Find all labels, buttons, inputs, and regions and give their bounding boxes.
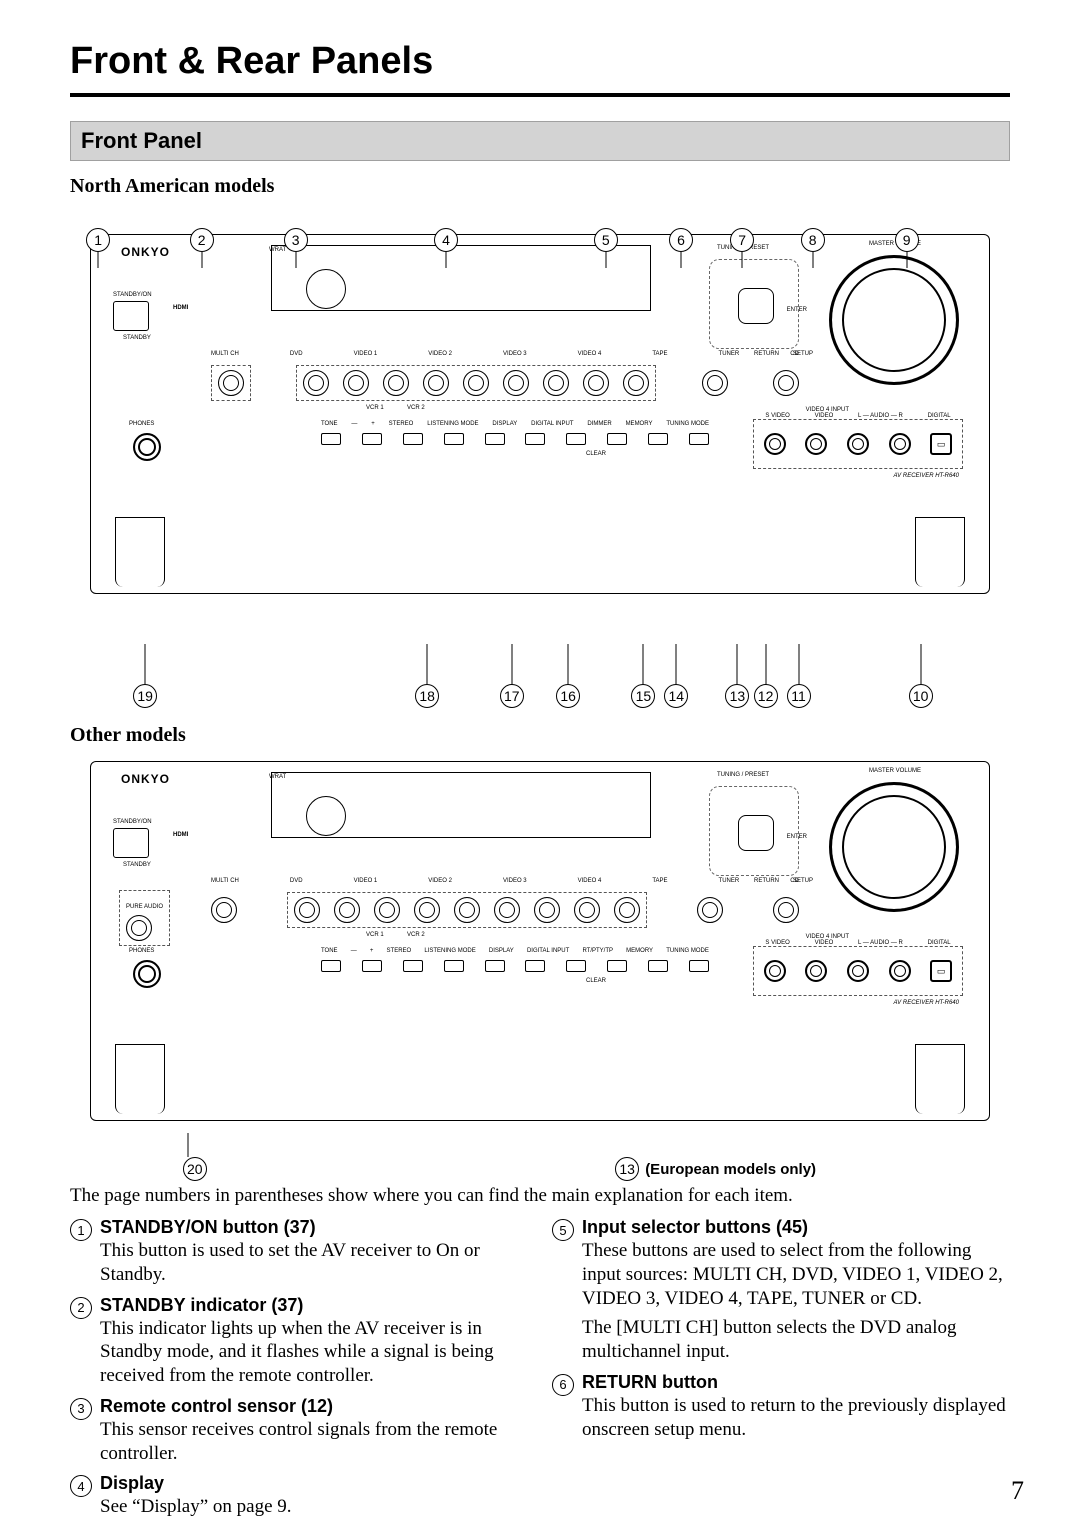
item-2: 2 STANDBY indicator (37)This indicator li… — [70, 1295, 528, 1388]
item-num: 6 — [552, 1374, 574, 1396]
standby-button-shape — [113, 301, 149, 331]
section-header: Front Panel — [70, 121, 1010, 161]
callout-6: 6 — [669, 228, 693, 252]
clear-label: CLEAR — [586, 451, 606, 457]
callout-1: 1 — [86, 228, 110, 252]
diagram-other: ONKYO WRAT MASTER VOLUME TUNING / PRESET… — [70, 761, 1010, 1181]
standby-label: STANDBY — [123, 335, 173, 341]
callout-20: 20 — [183, 1157, 207, 1181]
item-title: Display — [100, 1473, 528, 1494]
european-note: 13 (European models only) — [615, 1157, 816, 1181]
item-columns: 1STANDBY/ON button (37)This button is us… — [70, 1217, 1010, 1527]
vcr1-label: VCR 1 — [366, 405, 384, 411]
vcr2-label: VCR 2 — [407, 405, 425, 411]
hdmi-label: HDMI — [173, 305, 188, 311]
subheading-other: Other models — [70, 724, 1010, 747]
callout-13: 13 — [725, 684, 749, 708]
callout-14: 14 — [664, 684, 688, 708]
item-1: 1 STANDBY/ON button (37)This button is us… — [70, 1217, 528, 1287]
title-rule — [70, 93, 1010, 97]
small-buttons — [321, 433, 709, 457]
logo-text-2: ONKYO — [121, 772, 170, 786]
item-column-right: 5 Input selector buttons (45)These button… — [552, 1217, 1010, 1527]
item-num: 5 — [552, 1219, 574, 1241]
item-column-left: 1 STANDBY/ON button (37)This button is us… — [70, 1217, 528, 1527]
logo-text: ONKYO — [121, 245, 170, 259]
phones-jack — [133, 433, 161, 461]
callout-19: 19 — [133, 684, 157, 708]
callout-16: 16 — [556, 684, 580, 708]
item-title: Remote control sensor (12) — [100, 1396, 528, 1417]
callout-3: 3 — [284, 228, 308, 252]
callout-17: 17 — [500, 684, 524, 708]
item-num: 4 — [70, 1475, 92, 1497]
item-title: STANDBY/ON button (37) — [100, 1217, 528, 1238]
front-panel-drawing-other: ONKYO WRAT MASTER VOLUME TUNING / PRESET… — [90, 761, 990, 1121]
item-desc: This button is used to set the AV receiv… — [100, 1239, 528, 1287]
selector-buttons — [211, 363, 799, 403]
callout-12: 12 — [754, 684, 778, 708]
model-label: AV RECEIVER HT-R640 — [894, 473, 959, 479]
page-number: 7 — [1011, 1476, 1024, 1506]
callout-2: 2 — [190, 228, 214, 252]
nav-cluster — [709, 259, 799, 349]
item-title: Input selector buttons (45) — [582, 1217, 1010, 1238]
item-title: STANDBY indicator (37) — [100, 1295, 528, 1316]
foot-left — [115, 517, 165, 587]
selector-labels: MULTI CH DVD VIDEO 1 VIDEO 2 VIDEO 3 VID… — [211, 351, 799, 357]
item-num: 1 — [70, 1219, 92, 1241]
item-desc: This indicator lights up when the AV rec… — [100, 1317, 528, 1388]
callout-5: 5 — [594, 228, 618, 252]
item-desc: This button is used to return to the pre… — [582, 1394, 1010, 1442]
diagram-na: ONKYO WRAT MASTER VOLUME TUNING / PRESET… — [70, 228, 1010, 708]
page-title: Front & Rear Panels — [70, 40, 1010, 83]
volume-knob — [829, 255, 959, 385]
callout-18: 18 — [415, 684, 439, 708]
setup-label: SETUP — [793, 351, 813, 357]
foot-right — [915, 517, 965, 587]
item-num: 2 — [70, 1297, 92, 1319]
item-desc: These buttons are used to select from th… — [582, 1239, 1010, 1310]
callout-11: 11 — [787, 684, 811, 708]
item-3: 3 Remote control sensor (12)This sensor r… — [70, 1396, 528, 1466]
pure-audio-box: PURE AUDIO — [119, 890, 170, 946]
item-desc: This sensor receives control signals fro… — [100, 1418, 528, 1466]
item-num: 3 — [70, 1398, 92, 1420]
caption-line: The page numbers in parentheses show whe… — [70, 1185, 1010, 1207]
jacks: ▭ — [753, 419, 963, 469]
item-desc: See “Display” on page 9. — [100, 1495, 528, 1519]
standby-on-label: STANDBY/ON — [113, 292, 152, 298]
callout-15: 15 — [631, 684, 655, 708]
item-desc-2: The [MULTI CH] button selects the DVD an… — [582, 1316, 1010, 1364]
item-title: RETURN button — [582, 1372, 1010, 1393]
item-4: 4 DisplaySee “Display” on page 9. — [70, 1473, 528, 1519]
callout-4: 4 — [434, 228, 458, 252]
callout-10: 10 — [909, 684, 933, 708]
item-5: 5 Input selector buttons (45)These button… — [552, 1217, 1010, 1364]
front-panel-drawing-na: ONKYO WRAT MASTER VOLUME TUNING / PRESET… — [90, 234, 990, 594]
callout-8: 8 — [801, 228, 825, 252]
phones-label: PHONES — [129, 421, 154, 427]
subheading-na: North American models — [70, 175, 1010, 198]
btn-row-labels: TONE —+ STEREO LISTENING MODE DISPLAY DI… — [321, 421, 709, 427]
remote-sensor — [306, 269, 346, 309]
callout-9: 9 — [895, 228, 919, 252]
item-6: 6 RETURN buttonThis button is used to ret… — [552, 1372, 1010, 1442]
return-label: RETURN — [754, 351, 779, 357]
callout-7: 7 — [730, 228, 754, 252]
